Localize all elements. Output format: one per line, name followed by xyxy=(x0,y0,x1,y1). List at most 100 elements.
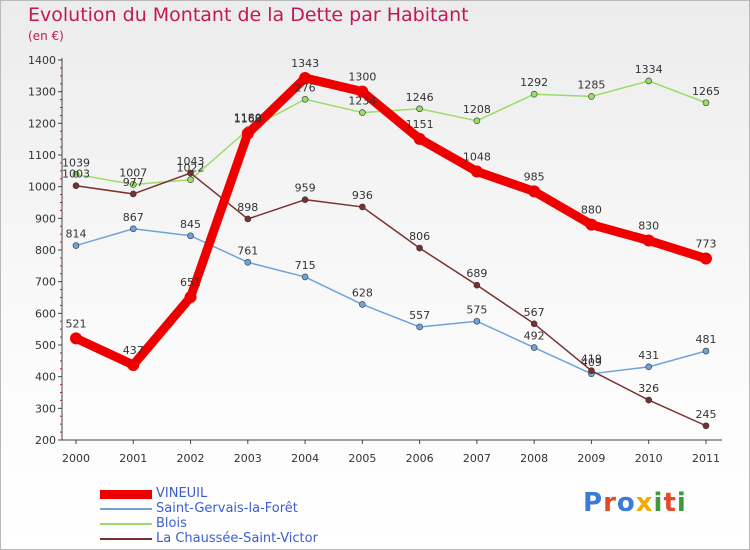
data-point-la-chaussee-saint-victor xyxy=(301,196,309,203)
legend-item: Blois xyxy=(100,516,360,531)
y-tick-label: 1000 xyxy=(28,181,56,194)
data-label-vineuil: 773 xyxy=(695,238,716,251)
data-point-la-chaussee-saint-victor xyxy=(530,320,538,328)
legend: VINEUIL Saint-Gervais-la-Forêt Blois La Cha… xyxy=(100,486,360,546)
data-label-blois: 276 xyxy=(295,81,316,94)
data-label-la-chaussee-saint-victor: 689 xyxy=(466,267,487,280)
legend-swatch xyxy=(100,508,152,510)
data-point-la-chaussee-saint-victor xyxy=(473,281,481,289)
unit-label: (en €) xyxy=(28,29,64,43)
x-tick-label: 2011 xyxy=(692,452,720,465)
data-point-blois xyxy=(301,95,309,103)
series-line-la-chaussee-saint-victor xyxy=(75,172,707,427)
data-point-saint-gervais-la-foret xyxy=(301,273,309,281)
data-label-la-chaussee-saint-victor: 806 xyxy=(409,230,430,243)
legend-swatch xyxy=(100,538,152,540)
data-label-la-chaussee-saint-victor: 898 xyxy=(237,201,258,214)
data-label-saint-gervais-la-foret: 867 xyxy=(123,211,144,224)
x-tick-label: 2004 xyxy=(291,452,319,465)
data-point-saint-gervais-la-foret xyxy=(359,301,366,308)
series-la-chaussee-saint-victor xyxy=(72,169,710,430)
x-tick-label: 2001 xyxy=(119,452,147,465)
x-tick-label: 2002 xyxy=(177,452,205,465)
data-label-saint-gervais-la-foret: 575 xyxy=(466,303,487,316)
data-label-saint-gervais-la-foret: 557 xyxy=(409,309,430,322)
data-point-saint-gervais-la-foret xyxy=(187,232,194,240)
data-point-la-chaussee-saint-victor xyxy=(72,182,80,190)
logo-letter: i xyxy=(653,488,664,518)
data-point-la-chaussee-saint-victor xyxy=(187,169,194,177)
data-point-la-chaussee-saint-victor xyxy=(645,396,653,404)
data-label-la-chaussee-saint-victor: 936 xyxy=(352,189,373,202)
data-point-vineuil xyxy=(184,291,197,304)
data-point-blois xyxy=(588,93,595,100)
proxiti-logo: Proxiti xyxy=(583,488,687,518)
data-label-vineuil: 1048 xyxy=(463,150,491,163)
series-line-vineuil xyxy=(71,73,711,370)
data-label-vineuil: 437 xyxy=(123,344,144,357)
data-label-blois: 1285 xyxy=(577,78,605,91)
data-point-blois xyxy=(530,90,538,98)
data-point-saint-gervais-la-foret xyxy=(702,347,710,355)
data-point-blois xyxy=(129,181,137,188)
data-label-la-chaussee-saint-victor: 567 xyxy=(524,306,545,319)
x-tick-label: 2010 xyxy=(635,452,663,465)
x-tick-label: 2006 xyxy=(406,452,434,465)
legend-swatch xyxy=(100,523,152,525)
data-point-vineuil xyxy=(413,132,426,145)
logo-letter: x xyxy=(635,488,654,518)
legend-label: Saint-Gervais-la-Forêt xyxy=(156,501,298,516)
data-label-vineuil: 985 xyxy=(524,170,545,183)
data-point-vineuil xyxy=(642,234,655,247)
data-label-blois: 1292 xyxy=(520,76,548,89)
data-point-saint-gervais-la-foret xyxy=(72,242,80,249)
data-label-vineuil: 1168 xyxy=(234,112,262,125)
series-blois xyxy=(72,77,710,188)
data-point-blois xyxy=(187,176,194,183)
x-tick-label: 2000 xyxy=(62,452,90,465)
data-label-saint-gervais-la-foret: 431 xyxy=(638,349,659,362)
data-point-la-chaussee-saint-victor xyxy=(359,203,366,211)
data-point-vineuil xyxy=(299,72,312,85)
legend-item: La Chaussée-Saint-Victor xyxy=(100,531,360,546)
chart-title: Evolution du Montant de la Dette par Hab… xyxy=(28,4,469,26)
y-tick-label: 300 xyxy=(35,402,56,415)
y-tick-label: 800 xyxy=(35,244,56,257)
data-point-vineuil xyxy=(470,165,483,178)
y-tick-label: 900 xyxy=(35,212,56,225)
data-labels-layer: 814 867 845 761 715 628 557 575 492 409 431 481 1039… xyxy=(62,57,720,421)
data-point-vineuil xyxy=(70,332,82,345)
data-point-vineuil xyxy=(356,85,369,98)
data-label-vineuil: 1151 xyxy=(406,118,434,131)
data-label-saint-gervais-la-foret: 761 xyxy=(237,244,258,257)
data-label-la-chaussee-saint-victor: 1043 xyxy=(177,155,205,168)
data-label-blois: 1334 xyxy=(635,63,663,76)
data-label-vineuil: 1343 xyxy=(291,57,319,70)
data-label-la-chaussee-saint-victor: 977 xyxy=(123,176,144,189)
legend-item: Saint-Gervais-la-Forêt xyxy=(100,501,360,516)
data-point-saint-gervais-la-foret xyxy=(645,363,653,371)
x-tick-label: 2009 xyxy=(577,452,605,465)
data-point-la-chaussee-saint-victor xyxy=(702,422,710,430)
data-label-la-chaussee-saint-victor: 245 xyxy=(695,408,716,421)
data-point-blois xyxy=(359,109,366,116)
data-point-la-chaussee-saint-victor xyxy=(244,215,252,223)
series-vineuil xyxy=(70,72,712,371)
data-label-saint-gervais-la-foret: 814 xyxy=(66,228,87,241)
series-line-blois xyxy=(75,80,707,186)
data-label-la-chaussee-saint-victor: 419 xyxy=(581,353,602,366)
y-tick-label: 1200 xyxy=(28,117,56,130)
data-point-saint-gervais-la-foret xyxy=(129,225,137,233)
data-point-blois xyxy=(473,117,481,125)
data-label-la-chaussee-saint-victor: 1003 xyxy=(62,168,90,181)
data-label-la-chaussee-saint-victor: 326 xyxy=(638,382,659,395)
data-label-saint-gervais-la-foret: 481 xyxy=(695,333,716,346)
data-label-saint-gervais-la-foret: 628 xyxy=(352,286,373,299)
data-point-saint-gervais-la-foret xyxy=(530,344,538,351)
data-point-vineuil xyxy=(241,127,254,140)
data-point-saint-gervais-la-foret xyxy=(244,259,252,266)
data-label-vineuil: 830 xyxy=(638,220,659,233)
logo-letter: t xyxy=(663,488,677,518)
data-label-blois: 1022 xyxy=(177,162,205,175)
